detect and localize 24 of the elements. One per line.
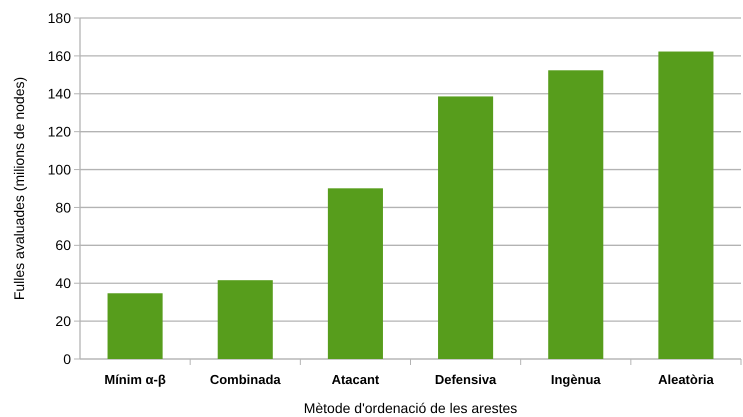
y-tick-label: 0 [63, 350, 72, 367]
y-tick-label: 180 [48, 10, 72, 26]
y-tick-label: 160 [48, 48, 72, 64]
bar [328, 188, 383, 359]
y-tick-label: 100 [48, 161, 72, 178]
y-tick-label: 140 [48, 86, 72, 102]
bar [658, 52, 714, 359]
x-tick-label: Atacant [332, 372, 380, 387]
bar [218, 280, 273, 359]
y-tick-label: 120 [48, 124, 72, 140]
x-tick-label: Aleatòria [658, 372, 714, 387]
y-tick-label: 80 [55, 199, 72, 216]
bar [438, 96, 494, 359]
y-axis-title: Fulles avaluades (milions de nodes) [11, 76, 27, 300]
x-tick-label: Ingènua [550, 372, 602, 387]
y-tick-label: 40 [55, 275, 72, 292]
x-tick-label: Defensiva [434, 372, 498, 387]
bar [548, 70, 604, 359]
y-tick-label: 20 [55, 313, 72, 330]
y-tick-label: 60 [55, 237, 72, 254]
bar [108, 293, 163, 359]
x-tick-label: Mínim α-β [104, 372, 166, 387]
x-axis-title: Mètode d'ordenació de les arestes [304, 400, 518, 416]
x-tick-label: Combinada [210, 372, 282, 387]
